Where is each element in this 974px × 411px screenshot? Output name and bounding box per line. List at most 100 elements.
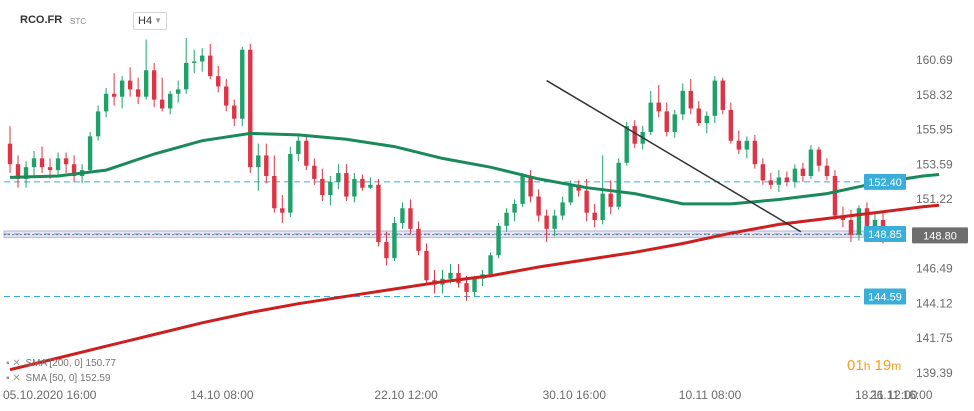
candle-body bbox=[824, 165, 830, 176]
candle-body bbox=[728, 109, 734, 141]
candle-body bbox=[584, 190, 589, 213]
x-tick-label: 30.10 16:00 bbox=[543, 388, 607, 402]
candle-body bbox=[664, 111, 669, 132]
candle-body bbox=[103, 93, 109, 112]
candle-body bbox=[264, 155, 269, 176]
candle-body bbox=[704, 115, 709, 124]
candle-body bbox=[712, 80, 717, 116]
candle-body bbox=[696, 108, 701, 124]
sma50-line bbox=[9, 131, 940, 206]
candle-body bbox=[111, 93, 117, 97]
sma200-legend[interactable]: ▪ ✕ SMA [200, 0] 150.77 bbox=[6, 358, 116, 369]
candle-body bbox=[272, 175, 277, 209]
candle-body bbox=[392, 222, 397, 259]
candle-body bbox=[320, 178, 325, 196]
candle-body bbox=[800, 168, 806, 176]
instrument-subtitle: STC bbox=[70, 17, 86, 26]
candle-body bbox=[143, 70, 149, 97]
instrument-symbol[interactable]: RCO.FR bbox=[20, 14, 63, 26]
candle-body bbox=[672, 114, 677, 132]
countdown-m-unit: m bbox=[891, 359, 902, 373]
candle-body bbox=[792, 168, 798, 182]
candle-body bbox=[167, 93, 173, 109]
candle-body bbox=[7, 143, 13, 165]
candle-body bbox=[200, 55, 205, 62]
candle-body bbox=[288, 153, 293, 213]
candle-body bbox=[768, 180, 774, 185]
y-tick-label: 146.49 bbox=[916, 262, 953, 276]
candle-body bbox=[135, 89, 141, 97]
candle-body bbox=[232, 105, 237, 119]
candle-body bbox=[208, 55, 213, 77]
candle-body bbox=[528, 175, 533, 197]
candle-body bbox=[600, 193, 605, 221]
candle-body bbox=[39, 158, 45, 168]
candle-body bbox=[456, 272, 461, 284]
trend-line bbox=[546, 79, 802, 233]
x-tick-label: 26.11 16:00 bbox=[870, 388, 933, 402]
candle-body bbox=[384, 242, 389, 259]
candle-body bbox=[424, 250, 429, 281]
candle-body bbox=[632, 126, 637, 144]
y-tick-label: 151.22 bbox=[916, 192, 953, 206]
current-price-tag-bg bbox=[912, 227, 968, 244]
candle-body bbox=[95, 111, 101, 137]
legend-icon: ▪ ✕ bbox=[6, 358, 21, 369]
candle-body bbox=[63, 158, 69, 165]
candle-body bbox=[352, 178, 357, 197]
candle-body bbox=[592, 212, 597, 221]
sma50-label: SMA [50, 0] 152.59 bbox=[25, 373, 111, 384]
candle-body bbox=[248, 49, 253, 168]
candle-body bbox=[240, 49, 245, 119]
candle-body bbox=[23, 167, 29, 179]
candle-body bbox=[688, 90, 693, 109]
candle-body bbox=[304, 140, 309, 166]
candle-body bbox=[608, 193, 613, 207]
candle-body bbox=[744, 140, 750, 150]
candle-body bbox=[408, 208, 413, 229]
candle-body bbox=[552, 215, 557, 229]
candle-body bbox=[448, 272, 453, 279]
candle-body bbox=[656, 102, 661, 112]
candle-body bbox=[224, 86, 229, 106]
candle-body bbox=[816, 149, 822, 166]
candle-body bbox=[472, 278, 477, 292]
candle-body bbox=[71, 164, 77, 176]
candle-body bbox=[752, 140, 758, 165]
candle-body bbox=[280, 208, 285, 213]
y-tick-label: 153.59 bbox=[916, 157, 953, 171]
candle-body bbox=[184, 62, 189, 90]
candle-body bbox=[720, 80, 726, 110]
candle-body bbox=[864, 208, 870, 235]
candle-body bbox=[464, 283, 469, 292]
candle-body bbox=[192, 61, 197, 63]
candle-body bbox=[119, 80, 125, 97]
x-tick-label: 14.10 08:00 bbox=[190, 388, 254, 402]
y-tick-label: 155.95 bbox=[916, 123, 953, 137]
y-tick-label: 158.32 bbox=[916, 88, 953, 102]
countdown-minutes: 19 bbox=[874, 357, 892, 374]
candle-body bbox=[368, 184, 373, 188]
level-tag-band-bg bbox=[864, 225, 906, 242]
candle-body bbox=[87, 136, 93, 171]
timeframe-label: H4 bbox=[138, 15, 153, 27]
chevron-down-icon: ▼ bbox=[154, 16, 162, 25]
candle-body bbox=[496, 225, 501, 256]
candle-body bbox=[55, 158, 61, 171]
candle-body bbox=[400, 208, 405, 223]
candle-body bbox=[296, 140, 301, 154]
candle-body bbox=[376, 184, 381, 243]
level-tag-lower: 144.59 bbox=[868, 291, 902, 303]
level-tag-band: 148.85 bbox=[868, 229, 902, 241]
candle-body bbox=[736, 140, 742, 150]
candle-body bbox=[47, 167, 53, 171]
countdown-h-unit: h bbox=[863, 359, 871, 373]
timeframe-select[interactable]: H4 ▼ bbox=[133, 12, 167, 30]
candle-body bbox=[856, 208, 862, 235]
sma50-legend[interactable]: ▪ ✕ SMA [50, 0] 152.59 bbox=[6, 373, 111, 384]
candle-body bbox=[175, 89, 181, 94]
candle-body bbox=[536, 196, 541, 216]
candle-body bbox=[336, 173, 341, 182]
candle-body bbox=[312, 165, 317, 179]
